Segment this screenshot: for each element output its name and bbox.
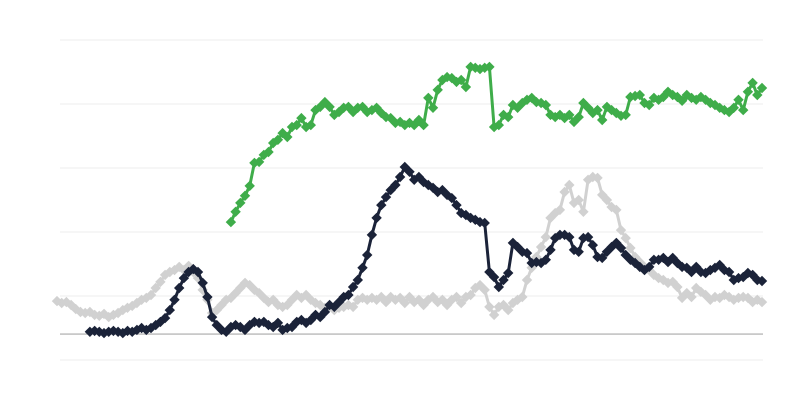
navy-series-markers <box>84 161 768 339</box>
green-series-markers <box>225 61 768 228</box>
series-group <box>51 61 768 339</box>
navy-series-line <box>88 165 764 335</box>
gridlines <box>60 39 763 361</box>
gray-series-markers <box>51 171 768 323</box>
green-series-line <box>229 65 764 224</box>
